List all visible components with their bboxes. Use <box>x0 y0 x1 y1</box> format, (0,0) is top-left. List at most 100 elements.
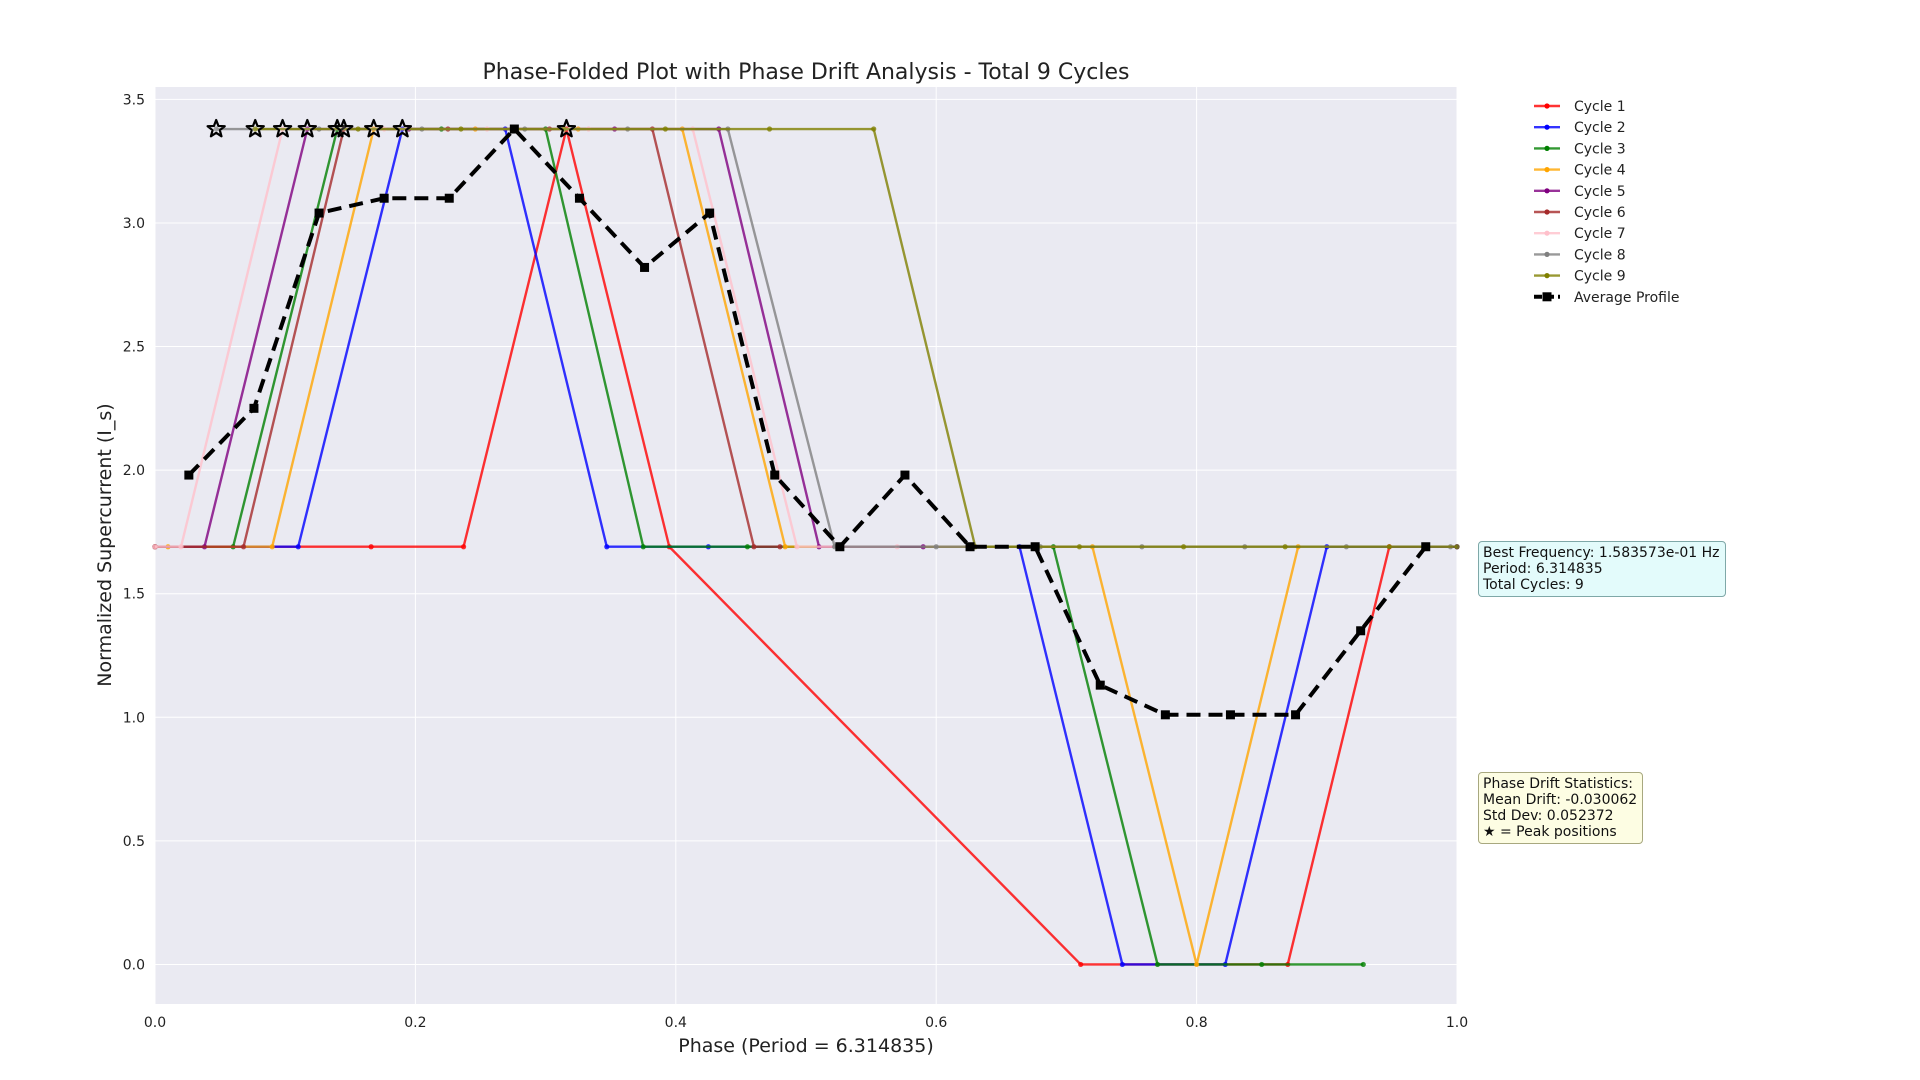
x-tick-label: 0.8 <box>1185 1015 1207 1031</box>
average-profile-point <box>900 470 910 480</box>
peak-star-marker <box>206 118 226 138</box>
x-tick-label: 1.0 <box>1446 1015 1468 1031</box>
peak-star-marker <box>556 118 577 138</box>
series-point <box>252 126 258 132</box>
series-point <box>368 544 374 550</box>
series-point <box>269 544 275 550</box>
legend-entry-cycle-6: Cycle 6 <box>1534 205 1626 221</box>
legend-entry-cycle-3: Cycle 3 <box>1534 141 1626 157</box>
legend-label: Cycle 8 <box>1574 247 1626 263</box>
average-profile-point <box>640 262 650 272</box>
series-point <box>355 126 361 132</box>
average-profile-line <box>187 126 1428 717</box>
series-point <box>1076 544 1083 550</box>
y-tick-label: 1.5 <box>123 587 145 603</box>
legend-marker <box>1544 230 1550 236</box>
series-point <box>794 544 800 550</box>
legend-label: Cycle 5 <box>1574 184 1626 200</box>
y-tick-label: 3.0 <box>123 216 145 232</box>
legend-label: Average Profile <box>1574 290 1679 306</box>
legend-marker <box>1544 209 1550 215</box>
y-axis-ticks: 0.0 0.5 1.0 1.5 2.0 2.5 3.0 3.5 <box>123 92 145 973</box>
legend-label: Cycle 4 <box>1574 163 1626 179</box>
series-point <box>1180 544 1187 550</box>
legend-label: Cycle 6 <box>1574 205 1626 221</box>
drift-statistics-box: Phase Drift Statistics: Mean Drift: -0.0… <box>1478 772 1644 844</box>
legend-label: Cycle 3 <box>1574 141 1626 157</box>
legend-entry-cycle-2: Cycle 2 <box>1534 120 1626 136</box>
legend: Cycle 1 Cycle 2 Cycle 3 Cycle 4 Cycle 5 Cycle… <box>1534 99 1679 306</box>
legend-label: Cycle 9 <box>1574 269 1626 285</box>
y-tick-label: 2.0 <box>123 463 145 479</box>
legend-entry-cycle-7: Cycle 7 <box>1534 226 1626 242</box>
average-profile-point <box>184 470 194 480</box>
series-point <box>640 544 646 550</box>
legend-marker <box>1542 292 1552 302</box>
peak-star-marker <box>364 118 384 138</box>
series-point <box>751 544 757 550</box>
y-tick-label: 2.5 <box>123 340 145 356</box>
x-axis-ticks: 0.0 0.2 0.4 0.6 0.8 1.0 <box>144 1015 1468 1031</box>
series-point <box>178 544 184 550</box>
series-point <box>1282 544 1288 550</box>
series-point <box>871 126 877 132</box>
series-cycle-9 <box>252 126 1460 550</box>
series-point <box>782 544 788 550</box>
peak-star-marker <box>245 118 265 138</box>
series-point <box>604 544 610 550</box>
legend-marker <box>1544 167 1550 173</box>
x-tick-label: 0.6 <box>925 1015 947 1031</box>
peak-star-marker <box>272 118 293 138</box>
series-layer <box>152 126 1460 968</box>
series-point <box>240 544 247 550</box>
average-profile-point <box>1095 680 1105 690</box>
x-tick-label: 0.2 <box>404 1015 426 1031</box>
total-cycles-text: Total Cycles: 9 <box>1483 577 1584 593</box>
series-point <box>1194 961 1200 968</box>
series-point <box>1259 961 1265 968</box>
y-tick-label: 0.5 <box>123 834 145 850</box>
average-profile-point <box>1160 710 1170 720</box>
average-profile-point <box>1421 542 1431 552</box>
average-profile-point <box>1356 626 1366 636</box>
average-profile-point <box>1225 710 1235 720</box>
series-point <box>1454 544 1460 550</box>
series-point <box>460 544 467 550</box>
average-profile-point <box>705 208 715 218</box>
legend-marker <box>1544 124 1550 130</box>
legend-entry-cycle-8: Cycle 8 <box>1534 247 1626 263</box>
average-profile-point <box>965 542 975 552</box>
legend-entry-cycle-9: Cycle 9 <box>1534 269 1626 285</box>
series-point <box>744 544 751 550</box>
legend-entry-cycle-4: Cycle 4 <box>1534 163 1626 179</box>
average-profile-layer <box>184 124 1431 720</box>
legend-marker <box>1544 188 1550 194</box>
series-point <box>458 126 464 132</box>
y-axis-label: Normalized Supercurrent (I_s) <box>94 403 116 686</box>
series-point <box>213 126 219 132</box>
peak-star-marker <box>297 118 317 138</box>
legend-entry-average-profile: Average Profile <box>1534 290 1679 306</box>
average-profile-point <box>314 208 324 218</box>
average-profile-point <box>835 542 845 552</box>
period-text: Period: 6.314835 <box>1483 561 1603 577</box>
average-profile-point <box>770 470 780 480</box>
legend-marker <box>1544 103 1550 109</box>
x-tick-label: 0.0 <box>144 1015 166 1031</box>
average-profile-point <box>574 193 584 203</box>
y-tick-label: 0.0 <box>123 957 145 973</box>
frequency-info-box: Best Frequency: 1.583573e-01 Hz Period: … <box>1478 541 1726 597</box>
average-profile-point <box>509 124 519 134</box>
series-point <box>777 544 783 550</box>
y-tick-label: 3.5 <box>123 92 145 108</box>
legend-entry-cycle-1: Cycle 1 <box>1534 99 1626 115</box>
legend-marker <box>1544 145 1550 151</box>
series-point <box>295 544 301 550</box>
series-point <box>1360 961 1366 968</box>
series-point <box>1078 961 1084 968</box>
y-tick-label: 1.0 <box>123 710 145 726</box>
legend-label: Cycle 7 <box>1574 226 1626 242</box>
legend-marker <box>1544 273 1550 279</box>
peak-star-marker <box>392 118 413 138</box>
